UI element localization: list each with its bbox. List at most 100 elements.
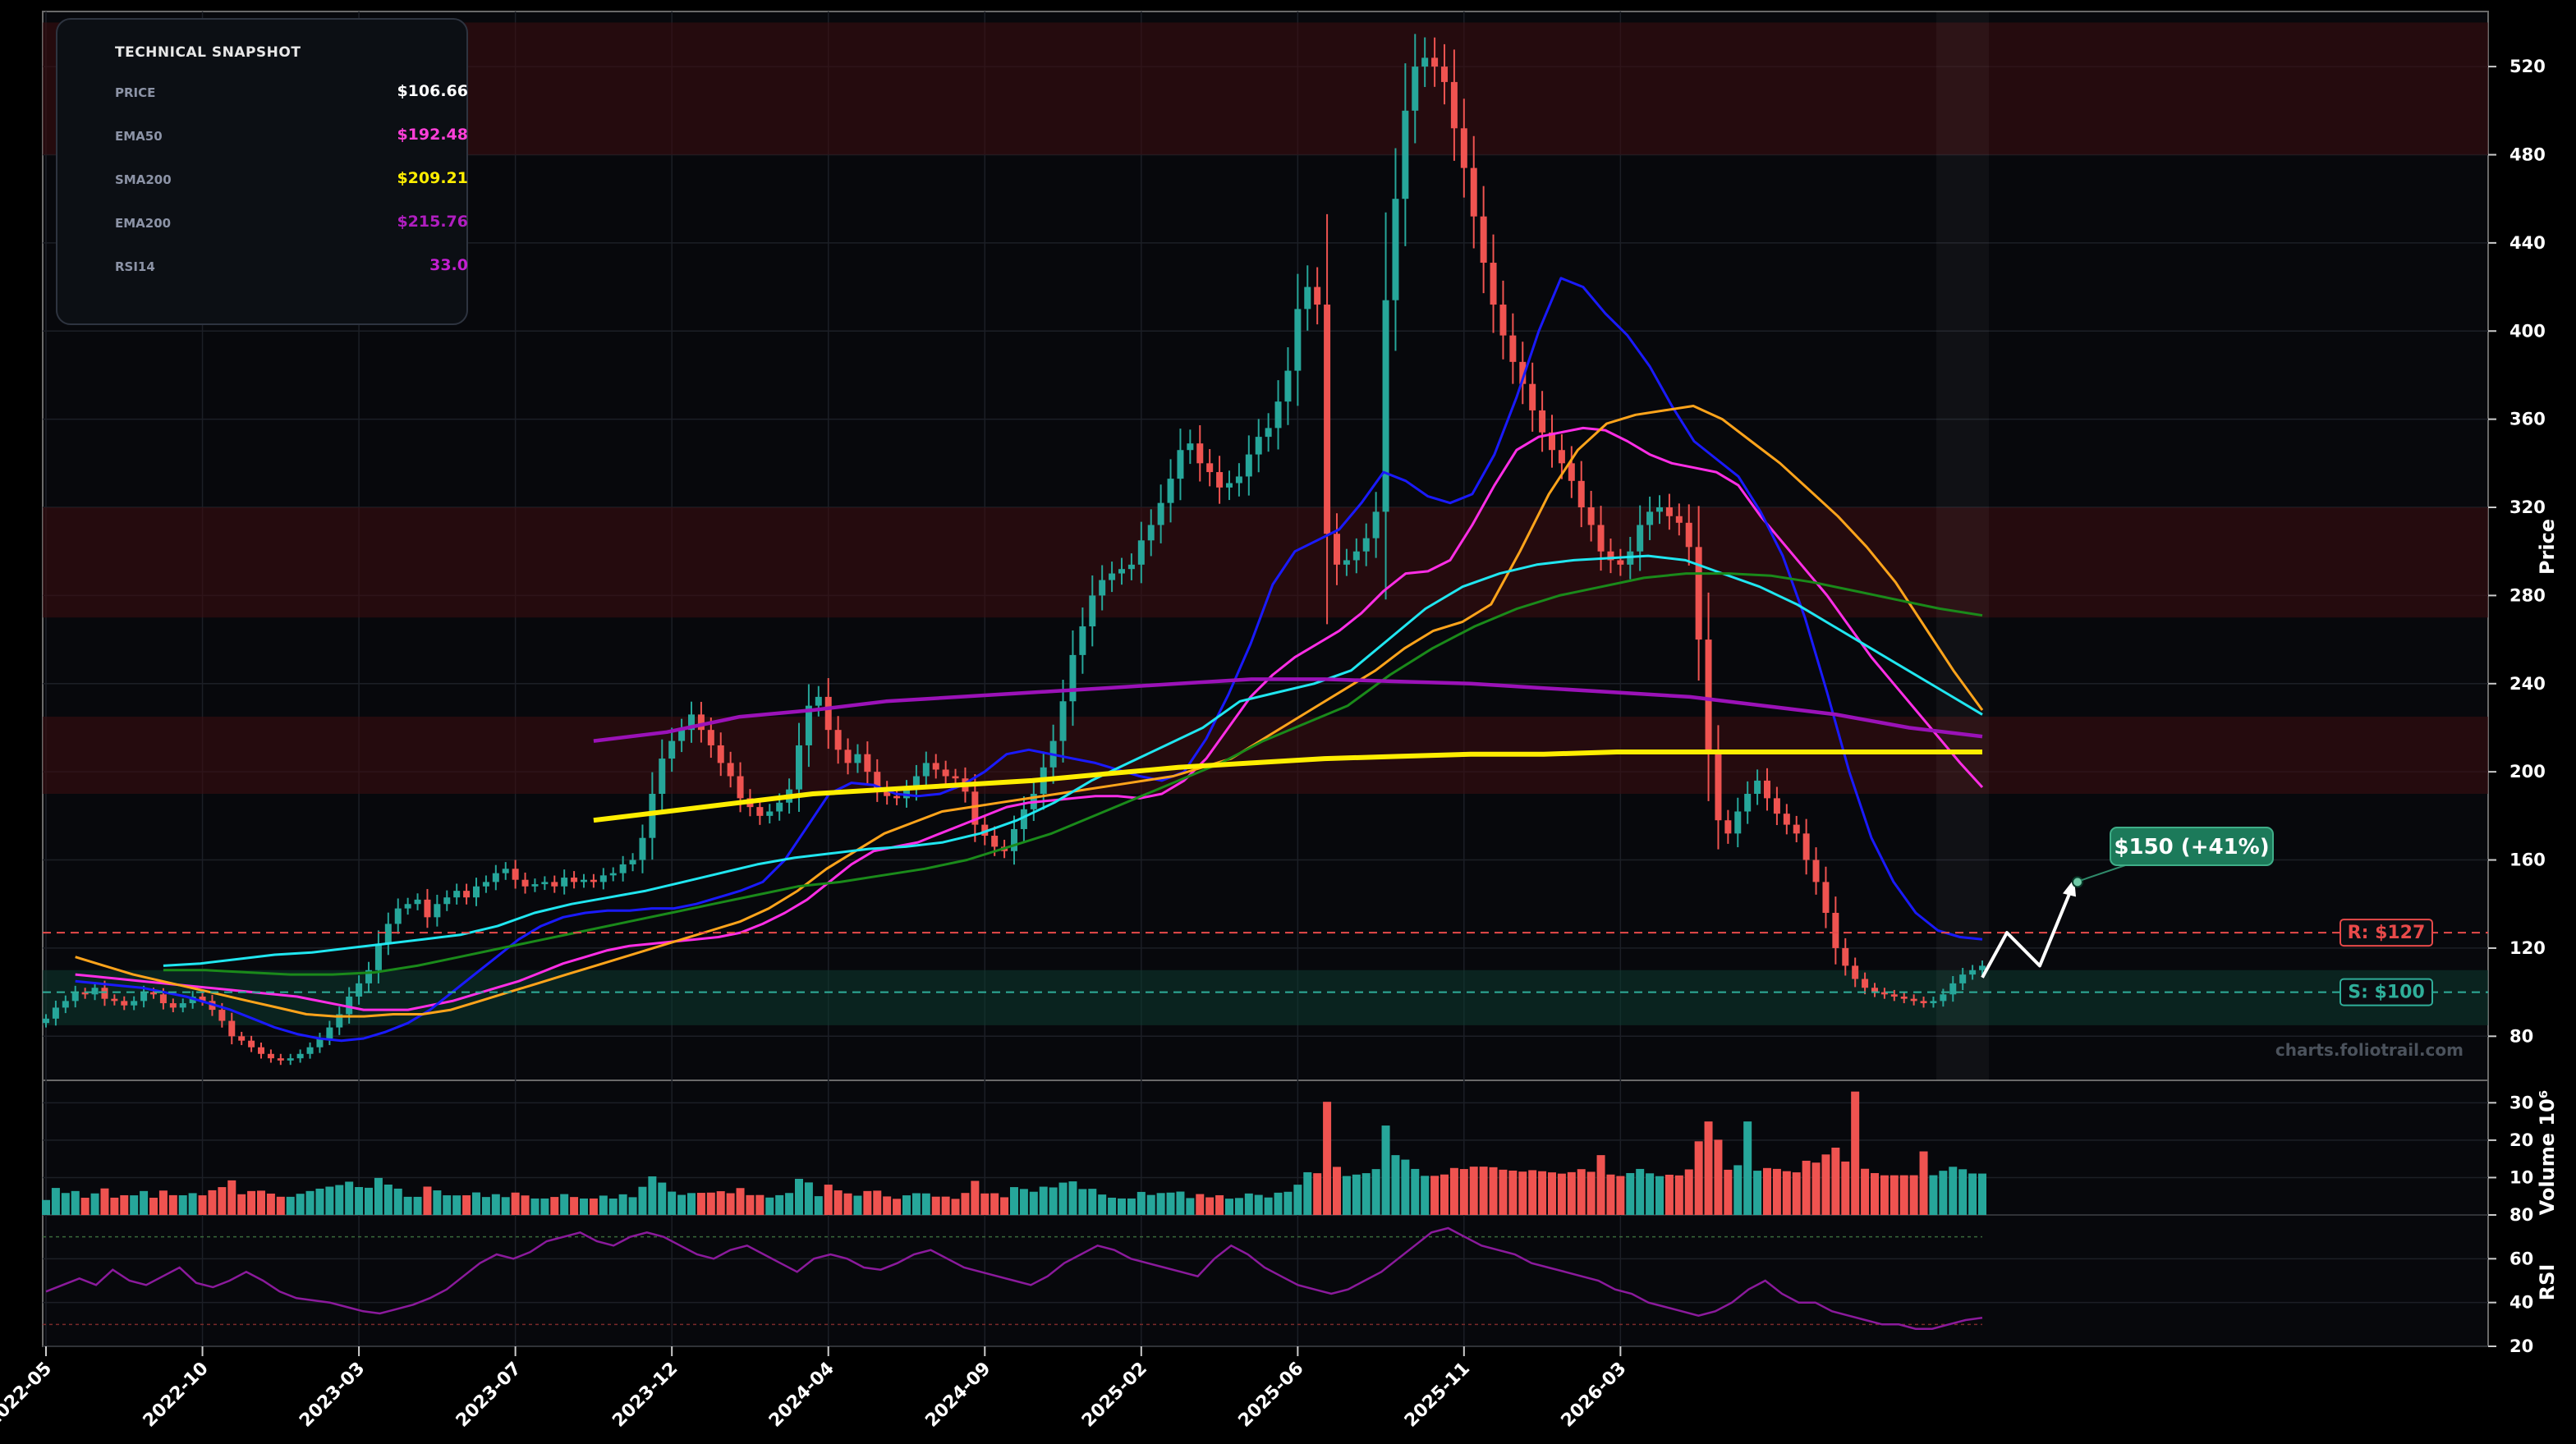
volume-bar [1215,1194,1224,1215]
candle-body [1127,564,1135,570]
volume-bar [1871,1172,1879,1215]
snapshot-label: EMA50 [115,129,163,144]
volume-bar [1000,1197,1009,1215]
candle-body [1764,780,1770,799]
price-tick-label: 120 [2509,938,2546,958]
candle-body [1206,463,1214,473]
candle-body [1842,947,1849,966]
volume-bar [158,1190,168,1215]
candle-body [1382,300,1389,512]
candle-body [922,763,930,777]
candle-body [1334,534,1340,565]
candle-body [121,1001,128,1006]
candle-body [561,878,568,887]
volume-bar [393,1188,402,1215]
candle-body [1617,560,1624,565]
volume-bar [1010,1187,1018,1215]
volume-bar [618,1194,627,1215]
candle-body [619,864,627,873]
volume-bar [687,1193,696,1215]
candle-body [1245,454,1252,477]
candle-body [101,988,108,999]
candle-body [238,1036,246,1041]
volume-bar [403,1196,412,1215]
candle-body [1099,580,1106,596]
snapshot-value: $106.66 [397,82,468,100]
candle-body [864,754,871,772]
candle-body [678,730,686,741]
candle-body [1940,994,1947,1002]
candle-body [707,730,714,745]
volume-bar [1108,1197,1117,1215]
price-tick-label: 200 [2509,762,2546,782]
candle-body [1167,479,1174,503]
volume-bar [1753,1171,1762,1215]
price-tick-label: 280 [2509,585,2546,605]
volume-bar [1029,1191,1038,1215]
candle-body [649,794,656,838]
volume-bar [1421,1176,1430,1215]
price-tick-label: 320 [2509,497,2546,517]
volume-bar [765,1197,774,1215]
volume-bar [365,1187,373,1215]
candle-body [1656,507,1663,512]
volume-bar [1880,1175,1889,1215]
candle-body [756,807,764,816]
volume-bar [1058,1182,1068,1215]
volume-bar [608,1199,618,1215]
volume-bar [178,1195,187,1215]
candle-body [1284,370,1292,402]
support-label-box [2340,978,2433,1006]
volume-bar [149,1198,158,1215]
snapshot-row-price: PRICE $106.66 [115,82,468,107]
candle-body [502,869,509,873]
candle-body [316,1038,324,1047]
candle-body [1587,507,1595,525]
volume-bar [1381,1125,1390,1215]
candle-body [1920,1001,1927,1004]
candle-body [1862,979,1869,988]
candle-body [140,992,148,1002]
candle-body [336,1014,343,1028]
volume-bar [1949,1167,1958,1215]
candle-body [1724,820,1732,834]
snapshot-value: 33.0 [429,256,468,274]
volume-bar [1714,1139,1723,1215]
volume-bar [589,1198,598,1215]
candle-body [179,1003,186,1008]
candle-body [805,705,812,745]
volume-bar [481,1197,490,1215]
candle-body [952,776,959,779]
candle-body [374,943,382,970]
candle-body [62,1001,69,1008]
price-tick-label: 520 [2509,57,2546,76]
candle-body [1362,538,1370,552]
candle-body [1352,551,1360,561]
candle-body [296,1053,304,1059]
volume-bar [266,1193,275,1215]
candle-body [688,714,695,731]
candle-body [1568,463,1575,481]
candle-body [609,873,617,876]
volume-bar [736,1188,745,1215]
volume-bar [1577,1169,1586,1215]
volume-bar [599,1195,608,1215]
candle-body [1930,1001,1937,1004]
volume-bar [1391,1155,1400,1215]
volume-bar [1401,1159,1410,1215]
candle-body [43,1018,49,1024]
volume-bar [755,1194,765,1215]
volume-bar [1430,1176,1440,1215]
resistance-label-box [2340,919,2433,947]
candle-body [1441,66,1448,82]
volume-bar [1176,1191,1185,1215]
candle-body [942,769,949,777]
volume-bar [902,1195,911,1215]
volume-bar [1646,1173,1655,1215]
volume-bar [61,1193,70,1215]
candle-body [991,836,999,847]
candle-body [1577,480,1585,508]
volume-bar [726,1193,735,1215]
candle-body [258,1047,264,1054]
candle-body [1324,305,1331,534]
